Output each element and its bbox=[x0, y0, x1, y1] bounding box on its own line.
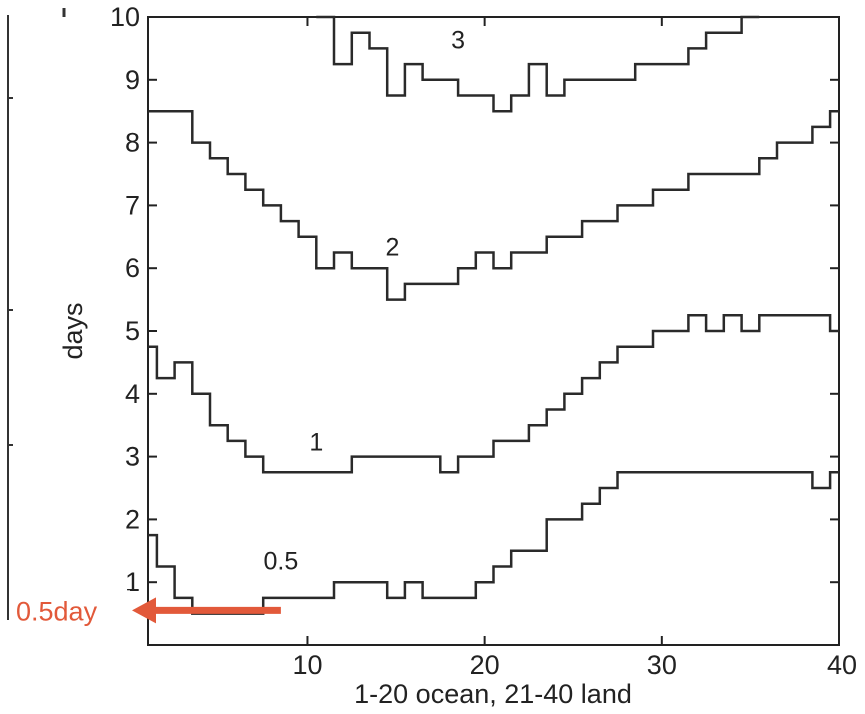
series-group bbox=[148, 15, 839, 615]
annotation-background bbox=[12, 590, 130, 629]
y-tick-label: 5 bbox=[125, 316, 140, 346]
x-axis: 10 20 30 40 bbox=[292, 17, 857, 680]
y-tick-label: 9 bbox=[125, 65, 140, 95]
series-label: 3 bbox=[451, 26, 465, 54]
y-tick-label: 7 bbox=[125, 190, 140, 220]
y-tick-label: 10 bbox=[110, 2, 140, 32]
series-label: 0.5 bbox=[264, 548, 299, 576]
series-line-2 bbox=[148, 109, 839, 301]
series-line-1 bbox=[148, 314, 839, 474]
series-label: 2 bbox=[386, 234, 400, 262]
contour-labels: 0.5 1 2 3 bbox=[264, 26, 466, 575]
left-panel-fragment bbox=[7, 8, 66, 620]
annotation: 0.5day bbox=[12, 590, 281, 629]
y-tick-label: 2 bbox=[125, 504, 140, 534]
x-axis-label: 1-20 ocean, 21-40 land bbox=[354, 679, 632, 709]
y-axis: 1 2 3 4 5 6 7 8 9 10 bbox=[110, 2, 839, 597]
annotation-text: 0.5day bbox=[16, 596, 98, 626]
y-axis-label: days bbox=[58, 302, 88, 359]
series-line-0-5 bbox=[148, 471, 839, 615]
x-tick-label: 40 bbox=[827, 650, 857, 680]
y-tick-label: 4 bbox=[125, 379, 140, 409]
y-tick-label: 6 bbox=[125, 253, 140, 283]
x-tick-label: 20 bbox=[470, 650, 500, 680]
y-tick-label: 1 bbox=[125, 567, 140, 597]
y-tick-label: 3 bbox=[125, 442, 140, 472]
x-tick-label: 10 bbox=[292, 650, 322, 680]
annotation-arrow-head bbox=[132, 597, 156, 624]
series-line-3 bbox=[316, 15, 760, 113]
series-label: 1 bbox=[309, 428, 323, 456]
y-tick-label: 8 bbox=[125, 128, 140, 158]
x-tick-label: 30 bbox=[647, 650, 677, 680]
